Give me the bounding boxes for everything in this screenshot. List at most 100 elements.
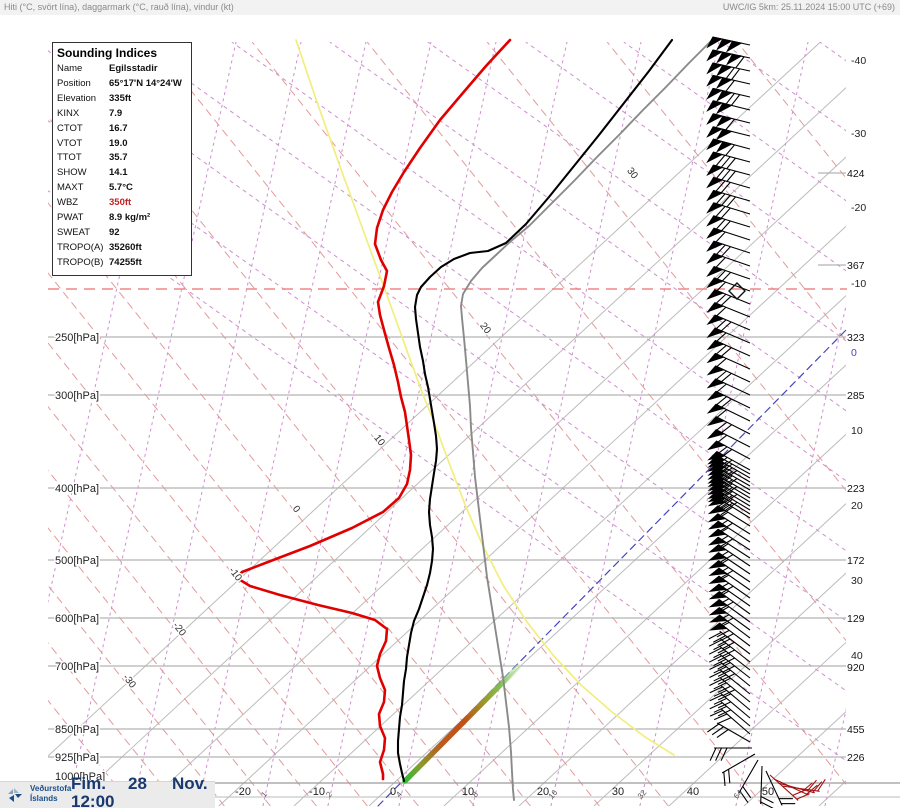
wind-barb	[706, 87, 751, 107]
isotherm-line	[143, 156, 846, 806]
indices-row-value: 35260ft	[109, 241, 142, 253]
moist-adiabat-line	[427, 42, 846, 342]
dry-adiabat-line	[151, 42, 764, 806]
dry-adiabat-line	[48, 527, 271, 806]
mixing-ratio-line	[398, 42, 568, 806]
wind-barb	[706, 378, 751, 396]
indices-row-value: 14.1	[109, 167, 128, 179]
pressure-label: 1000[hPa]	[55, 771, 105, 783]
wind-barb	[706, 365, 751, 383]
wind-barb	[706, 327, 751, 344]
dry-adiabat-line	[48, 469, 317, 806]
footer-time: 12:00	[71, 792, 115, 811]
pressure-label: 700[hPa]	[55, 661, 99, 673]
moist-adiabat-line	[231, 42, 846, 482]
mixing-ratio-line	[472, 42, 642, 806]
dewpoint-curve	[235, 38, 512, 781]
indices-row: TTOT 35.7	[57, 151, 187, 166]
wind-barb	[706, 36, 751, 53]
bottom-temp-label: 50	[762, 786, 774, 798]
wind-barb	[709, 747, 752, 761]
shear-gradient-line	[402, 664, 521, 784]
mixing-ratio-line	[824, 707, 846, 806]
mixing-ratio-line	[67, 42, 237, 806]
indices-row: MAXT 5.7°C	[57, 181, 187, 196]
dry-adiabat-line	[48, 405, 368, 806]
pressure-label: 500[hPa]	[55, 555, 99, 567]
wind-barb	[708, 614, 751, 639]
grid-layer	[48, 42, 900, 806]
wind-barb	[706, 62, 751, 81]
indices-row-label: Elevation	[57, 92, 97, 104]
wind-barb	[706, 138, 751, 156]
indices-row-value: 16.7	[109, 122, 128, 134]
wind-barb	[706, 74, 751, 92]
right-temp-label: -10	[851, 278, 866, 290]
indices-row-value: 92	[109, 226, 120, 238]
bottom-temp-label: 40	[687, 786, 699, 798]
wind-barb	[706, 416, 751, 435]
indices-row-value: 335ft	[109, 92, 132, 104]
indices-row-label: SWEAT	[57, 226, 91, 238]
indices-row-value: Egilsstadir	[109, 63, 158, 74]
height-label: 455	[847, 724, 865, 736]
pressure-label: 925[hPa]	[55, 752, 99, 764]
right-temp-label: 20	[851, 500, 863, 512]
header-bar: Hiti (°C, svört lína), daggarmark (°C, r…	[0, 0, 900, 15]
mixing-ratio-label: 8	[470, 789, 480, 799]
wind-barb	[709, 701, 751, 727]
right-temp-label: 30	[851, 575, 863, 587]
adiabat-label: -20	[170, 620, 188, 639]
footer-month: Nov.	[172, 774, 208, 793]
indices-row: VTOT 19.0	[57, 137, 187, 152]
wind-barb	[706, 189, 751, 208]
indices-row-label: WBZ	[57, 197, 79, 209]
height-label: 367	[847, 260, 865, 272]
dry-adiabat-line	[867, 42, 900, 806]
wind-barb	[709, 693, 751, 719]
indices-row: PWAT 8.9 kg/m²	[57, 211, 187, 226]
indices-row-label: TROPO(A)	[57, 241, 104, 253]
height-label: 323	[847, 332, 865, 344]
indices-row: TROPO(A) 35260ft	[57, 241, 187, 256]
indices-row: Elevation 335ft	[57, 92, 187, 107]
moist-adiabat-line	[48, 50, 846, 622]
height-label: 226	[847, 752, 865, 764]
indices-row-label: CTOT	[57, 122, 83, 134]
mixing-ratio-line	[550, 42, 720, 806]
adiabat-label: 0	[290, 504, 302, 516]
isotherm-line	[68, 87, 846, 806]
wind-barb	[706, 429, 751, 448]
moist-adiabat-line	[721, 42, 846, 132]
indices-row-value: 350ft	[109, 197, 132, 209]
indices-row-label: KINX	[57, 107, 80, 119]
right-temp-label: 40	[851, 650, 863, 662]
indices-row-label: MAXT	[57, 182, 84, 194]
mixing-ratio-label: 4	[394, 789, 404, 799]
dry-adiabat-line	[251, 42, 846, 786]
bottom-temp-label: 30	[612, 786, 624, 798]
height-label: 172	[847, 555, 865, 567]
footer-date: 28	[128, 774, 147, 793]
wind-barb	[706, 202, 751, 219]
indices-row-value: 5.7°C	[109, 182, 133, 194]
wind-barb	[706, 403, 751, 422]
tropopause-marker	[728, 282, 746, 300]
wind-barb	[709, 669, 751, 695]
indices-row-value: 74255ft	[109, 256, 142, 268]
mixing-ratio-label: 1	[259, 789, 269, 799]
mixing-ratio-label: 32	[636, 788, 649, 801]
indices-rows: Name Egilsstadir Position 65°17'N 14°24'W El…	[57, 62, 187, 271]
met-office-logo-icon	[8, 788, 22, 802]
pressure-label: 850[hPa]	[55, 724, 99, 736]
indices-row: TROPO(B) 74255ft	[57, 256, 187, 271]
right-temp-label: -20	[851, 202, 866, 214]
wind-barb	[706, 164, 751, 183]
indices-row-value: 7.9	[109, 107, 123, 119]
footer-weekday: Fim.	[71, 774, 106, 793]
height-label: 129	[847, 613, 865, 625]
wind-barb	[706, 253, 751, 268]
wind-barb	[706, 240, 751, 258]
wetbulb-curve	[295, 39, 675, 756]
